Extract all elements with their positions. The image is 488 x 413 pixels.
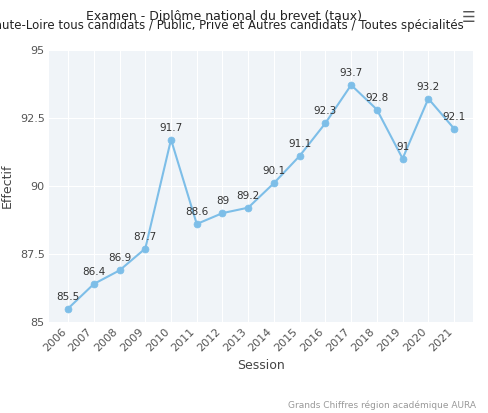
Text: 91.1: 91.1 bbox=[288, 139, 311, 149]
Text: 86.9: 86.9 bbox=[108, 254, 131, 263]
Text: 88.6: 88.6 bbox=[185, 207, 208, 217]
Diplôme national du brevet (taux) bbox=[297, 153, 303, 158]
Diplôme national du brevet (taux) bbox=[220, 211, 225, 216]
Diplôme national du brevet (taux) bbox=[348, 83, 354, 88]
Text: 91.7: 91.7 bbox=[160, 123, 183, 133]
Text: Grands Chiffres région académique AURA: Grands Chiffres région académique AURA bbox=[288, 400, 476, 410]
Diplôme national du brevet (taux) bbox=[117, 268, 122, 273]
Text: 92.8: 92.8 bbox=[365, 93, 388, 102]
Diplôme national du brevet (taux) bbox=[271, 180, 277, 185]
Text: ☰: ☰ bbox=[462, 10, 476, 25]
Diplôme national du brevet (taux) bbox=[65, 306, 71, 311]
Text: 89: 89 bbox=[216, 196, 229, 206]
Diplôme national du brevet (taux) bbox=[323, 121, 328, 126]
Text: 93.2: 93.2 bbox=[417, 82, 440, 92]
Diplôme national du brevet (taux) bbox=[245, 205, 251, 210]
Text: 87.7: 87.7 bbox=[134, 232, 157, 242]
X-axis label: Session: Session bbox=[237, 359, 285, 372]
Text: Examen - Diplôme national du brevet (taux): Examen - Diplôme national du brevet (tau… bbox=[86, 10, 363, 23]
Text: 85.5: 85.5 bbox=[57, 292, 80, 301]
Line: Diplôme national du brevet (taux): Diplôme national du brevet (taux) bbox=[64, 81, 458, 312]
Diplôme national du brevet (taux) bbox=[426, 96, 431, 101]
Y-axis label: Effectif: Effectif bbox=[1, 164, 14, 208]
Text: 89.2: 89.2 bbox=[237, 191, 260, 201]
Diplôme national du brevet (taux) bbox=[142, 246, 148, 251]
Text: 90.1: 90.1 bbox=[263, 166, 285, 176]
Diplôme national du brevet (taux) bbox=[91, 282, 97, 287]
Text: 91: 91 bbox=[396, 142, 409, 152]
Diplôme national du brevet (taux) bbox=[400, 156, 406, 161]
Legend: Diplôme national du brevet (taux): Diplôme national du brevet (taux) bbox=[86, 411, 368, 413]
Text: Haute-Loire tous candidats / Public, Privé et Autres candidats / Toutes spéciali: Haute-Loire tous candidats / Public, Pri… bbox=[0, 19, 463, 31]
Diplôme national du brevet (taux) bbox=[374, 107, 380, 112]
Text: 93.7: 93.7 bbox=[340, 68, 363, 78]
Diplôme national du brevet (taux) bbox=[168, 137, 174, 142]
Diplôme national du brevet (taux) bbox=[451, 126, 457, 131]
Text: 92.1: 92.1 bbox=[443, 112, 466, 122]
Text: 92.3: 92.3 bbox=[314, 106, 337, 116]
Text: 86.4: 86.4 bbox=[82, 267, 105, 277]
Diplôme national du brevet (taux) bbox=[194, 221, 200, 226]
